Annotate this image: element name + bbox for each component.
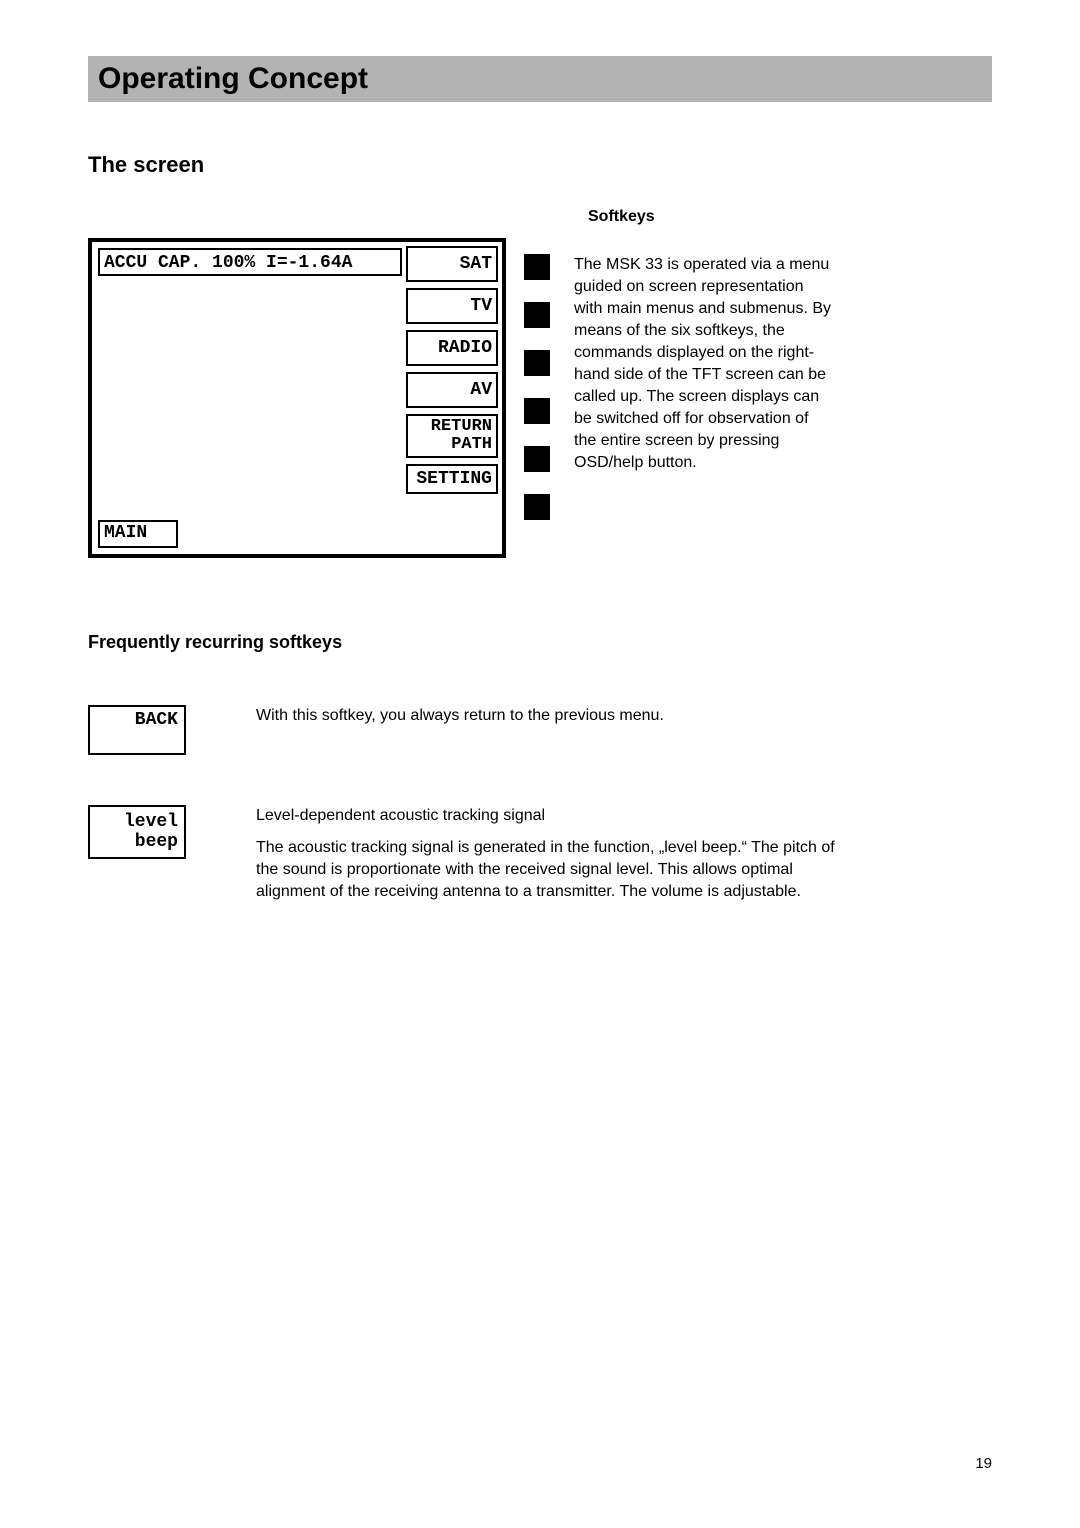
level-beep-line1: level [124, 812, 178, 832]
softkey-radio[interactable]: RADIO [406, 330, 498, 366]
back-softkey[interactable]: BACK [88, 705, 186, 755]
page-number: 19 [975, 1455, 992, 1472]
softkey-setting[interactable]: SETTING [406, 464, 498, 494]
back-row: BACK With this softkey, you always retur… [88, 705, 992, 755]
physical-button-6[interactable] [524, 494, 550, 520]
softkey-sat[interactable]: SAT [406, 246, 498, 282]
softkey-return-path[interactable]: RETURN PATH [406, 414, 498, 458]
page: Operating Concept The screen Softkeys AC… [0, 0, 1080, 1003]
softkey-column: SAT TV RADIO AV RETURN PATH SETTING [406, 246, 498, 494]
softkey-return-line1: RETURN [431, 418, 492, 436]
softkey-tv[interactable]: TV [406, 288, 498, 324]
main-label-box: MAIN [98, 520, 178, 548]
page-title: Operating Concept [98, 62, 982, 96]
physical-button-4[interactable] [524, 398, 550, 424]
title-bar: Operating Concept [88, 56, 992, 102]
screen-description: The MSK 33 is operated via a menu guided… [574, 238, 834, 474]
softkeys-label: Softkeys [588, 208, 992, 226]
physical-button-1[interactable] [524, 254, 550, 280]
softkey-return-line2: PATH [451, 436, 492, 454]
back-description: With this softkey, you always return to … [256, 705, 664, 737]
back-description-text: With this softkey, you always return to … [256, 705, 664, 727]
physical-button-2[interactable] [524, 302, 550, 328]
level-beep-heading: Level-dependent acoustic tracking signal [256, 805, 846, 827]
section-heading: The screen [88, 152, 992, 178]
physical-button-3[interactable] [524, 350, 550, 376]
level-beep-softkey[interactable]: level beep [88, 805, 186, 859]
level-beep-text: The acoustic tracking signal is generate… [256, 837, 846, 903]
level-beep-description: Level-dependent acoustic tracking signal… [256, 805, 846, 913]
physical-button-5[interactable] [524, 446, 550, 472]
softkey-av[interactable]: AV [406, 372, 498, 408]
level-beep-row: level beep Level-dependent acoustic trac… [88, 805, 992, 913]
screen-row: ACCU CAP. 100% I=-1.64A SAT TV RADIO AV … [88, 238, 992, 558]
sub-heading: Frequently recurring softkeys [88, 632, 992, 653]
level-beep-line2: beep [135, 832, 178, 852]
physical-buttons-column [524, 238, 550, 520]
status-readout: ACCU CAP. 100% I=-1.64A [98, 248, 402, 276]
tft-screen: ACCU CAP. 100% I=-1.64A SAT TV RADIO AV … [88, 238, 506, 558]
